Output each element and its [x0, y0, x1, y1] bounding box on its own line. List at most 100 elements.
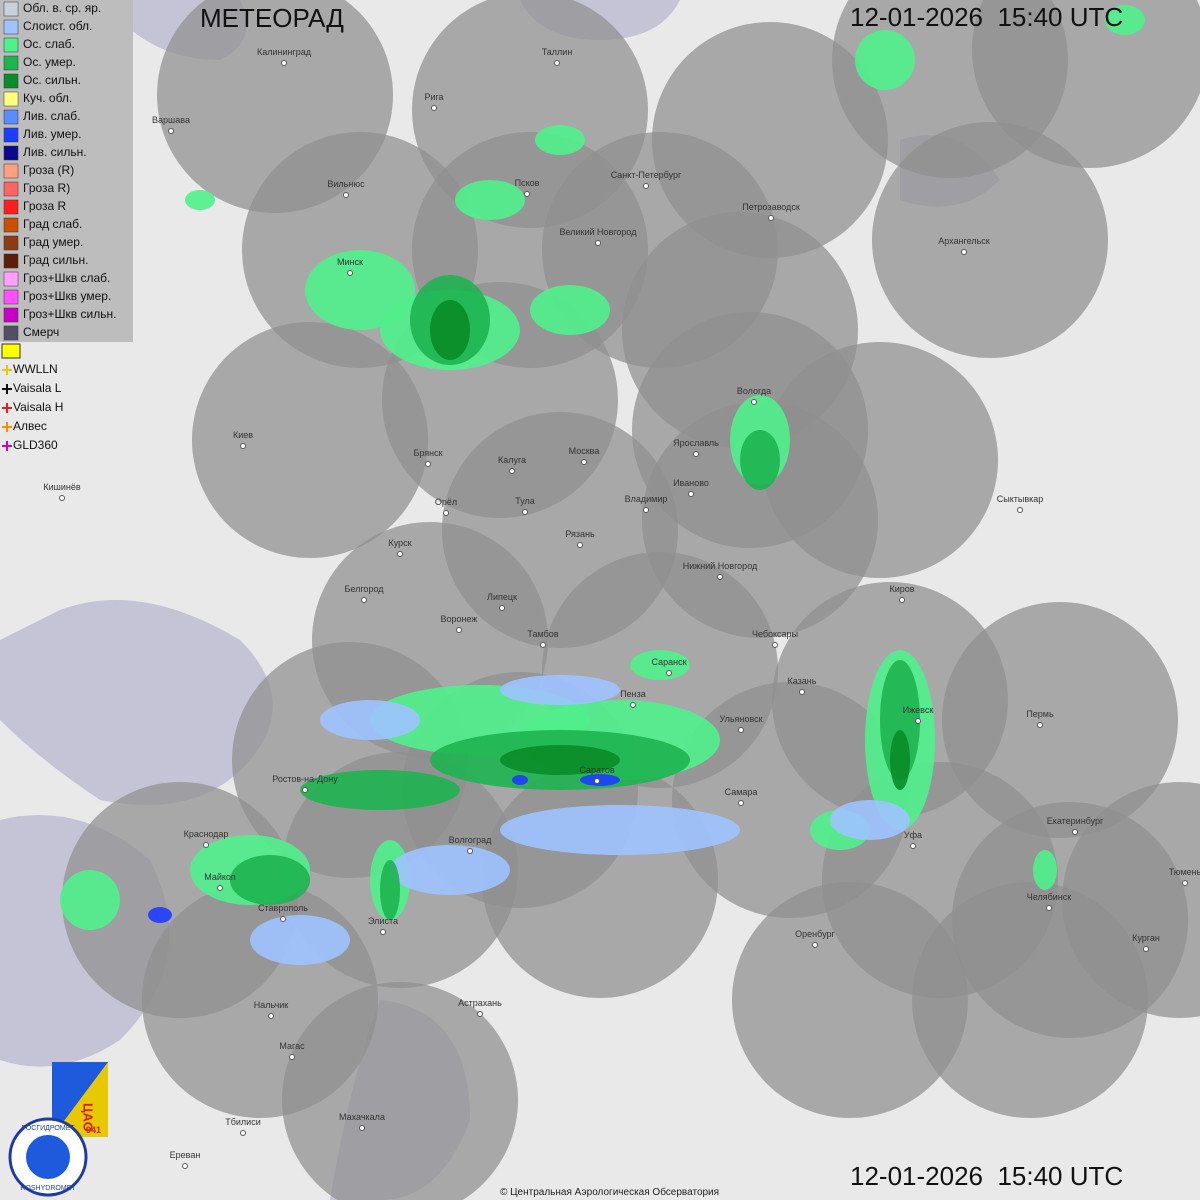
title: МЕТЕОРАД — [200, 3, 344, 33]
city-dot — [499, 605, 505, 611]
city-label: Санкт-Петербург — [611, 170, 682, 180]
legend-swatch — [3, 73, 19, 89]
city-label: Ставрополь — [258, 903, 308, 913]
city-dot — [717, 574, 723, 580]
city-label: Орёл — [435, 497, 457, 507]
precip-area — [148, 907, 172, 923]
lightning-marker — [2, 365, 12, 375]
precip-area — [530, 285, 610, 335]
city-label: Курган — [1132, 933, 1160, 943]
precip-area — [305, 250, 415, 330]
city-dot — [768, 215, 774, 221]
city-label: Петрозаводск — [742, 202, 800, 212]
city-dot — [812, 942, 818, 948]
legend-label: Смерч — [23, 325, 59, 339]
city-label: Рига — [424, 92, 443, 102]
lightning-marker — [2, 422, 12, 432]
legend-swatch — [3, 235, 19, 251]
city-dot — [899, 597, 905, 603]
city-label: Махачкала — [339, 1112, 385, 1122]
city-label: Саранск — [651, 657, 686, 667]
city-label: Нижний Новгород — [683, 561, 758, 571]
city-dot — [961, 249, 967, 255]
legend-swatch — [3, 1, 19, 17]
city-dot — [643, 183, 649, 189]
precip-area — [320, 700, 420, 740]
legend-label: Гроз+Шкв слаб. — [23, 271, 110, 285]
city-dot — [581, 459, 587, 465]
city-label: Ростов-на-Дону — [272, 774, 338, 784]
city-dot — [302, 787, 308, 793]
city-dot — [693, 451, 699, 457]
city-label: Тамбов — [527, 629, 558, 639]
city-label: Волгоград — [449, 835, 492, 845]
legend-swatch — [3, 199, 19, 215]
legend-label: Обл. в. ср. яр. — [23, 1, 101, 15]
city-labels: Калининград Таллин Рига Варшава Вильнюс Псков… — [43, 47, 1200, 1169]
city-dot — [554, 60, 560, 66]
city-label: Варшава — [152, 115, 190, 125]
city-dot — [540, 642, 546, 648]
city-label: Рязань — [565, 529, 595, 539]
legend-label: Лив. сильн. — [23, 145, 87, 159]
legend-label: Гроза R) — [23, 181, 70, 195]
city-dot — [217, 885, 223, 891]
city-dot — [203, 842, 209, 848]
legend-swatch — [3, 55, 19, 71]
city-label: Вологда — [737, 386, 771, 396]
city-dot — [456, 627, 462, 633]
city-dot — [524, 191, 530, 197]
city-dot — [359, 1125, 365, 1131]
city-label: Архангельск — [938, 236, 990, 246]
city-label: Калуга — [498, 455, 526, 465]
city-dot — [1143, 946, 1149, 952]
city-label: Нальчик — [254, 1000, 289, 1010]
legend-label: Гроз+Шкв сильн. — [23, 307, 116, 321]
precip-area — [535, 125, 585, 155]
city-label: Кишинёв — [43, 482, 80, 492]
city-dot — [280, 916, 286, 922]
city-label: Белгород — [344, 584, 384, 594]
logo-cao: ЦАО — [81, 1103, 96, 1132]
precip-area — [455, 180, 525, 220]
precip-area — [880, 660, 920, 780]
city-dot — [595, 240, 601, 246]
city-label: Таллин — [542, 47, 573, 57]
city-dot — [289, 1054, 295, 1060]
precip-area — [230, 855, 310, 905]
precip-area — [580, 774, 620, 786]
precip-area — [430, 300, 470, 360]
copyright: © Центральная Аэрологическая Обсерватори… — [500, 1186, 719, 1198]
legend-panel — [0, 0, 133, 342]
precip-area — [1105, 5, 1145, 35]
legend-swatch — [3, 325, 19, 341]
precip-area — [1033, 850, 1057, 890]
city-label: Тюмень — [1169, 867, 1200, 877]
city-label: Чебоксары — [752, 629, 798, 639]
precip-area — [250, 915, 350, 965]
city-dot — [751, 399, 757, 405]
city-label: Киров — [889, 584, 914, 594]
legend-swatch — [3, 307, 19, 323]
legend-swatch — [3, 163, 19, 179]
precip-area — [890, 730, 910, 790]
city-dot — [1072, 829, 1078, 835]
legend-label: Ос. сильн. — [23, 73, 81, 87]
logo-name-en: ROSHYDROMET — [20, 1185, 76, 1192]
precip-area — [630, 650, 690, 680]
city-dot — [268, 1013, 274, 1019]
logo: ЦАО 941 РОСГИДРОМЕТ ROSHYDROMET — [8, 1062, 108, 1197]
city-dot — [630, 702, 636, 708]
legend-label: Ос. слаб. — [23, 37, 75, 51]
city-label: Воронеж — [441, 614, 478, 624]
city-label: Москва — [569, 446, 600, 456]
city-dot — [59, 495, 65, 501]
legend-label: Гроза (R) — [23, 163, 74, 177]
city-label: Ульяновск — [719, 714, 762, 724]
city-dot — [522, 509, 528, 515]
precip-area — [60, 870, 120, 930]
precip-area — [300, 770, 460, 810]
city-label: Уфа — [904, 830, 922, 840]
legend-label: Град умер. — [23, 235, 83, 249]
